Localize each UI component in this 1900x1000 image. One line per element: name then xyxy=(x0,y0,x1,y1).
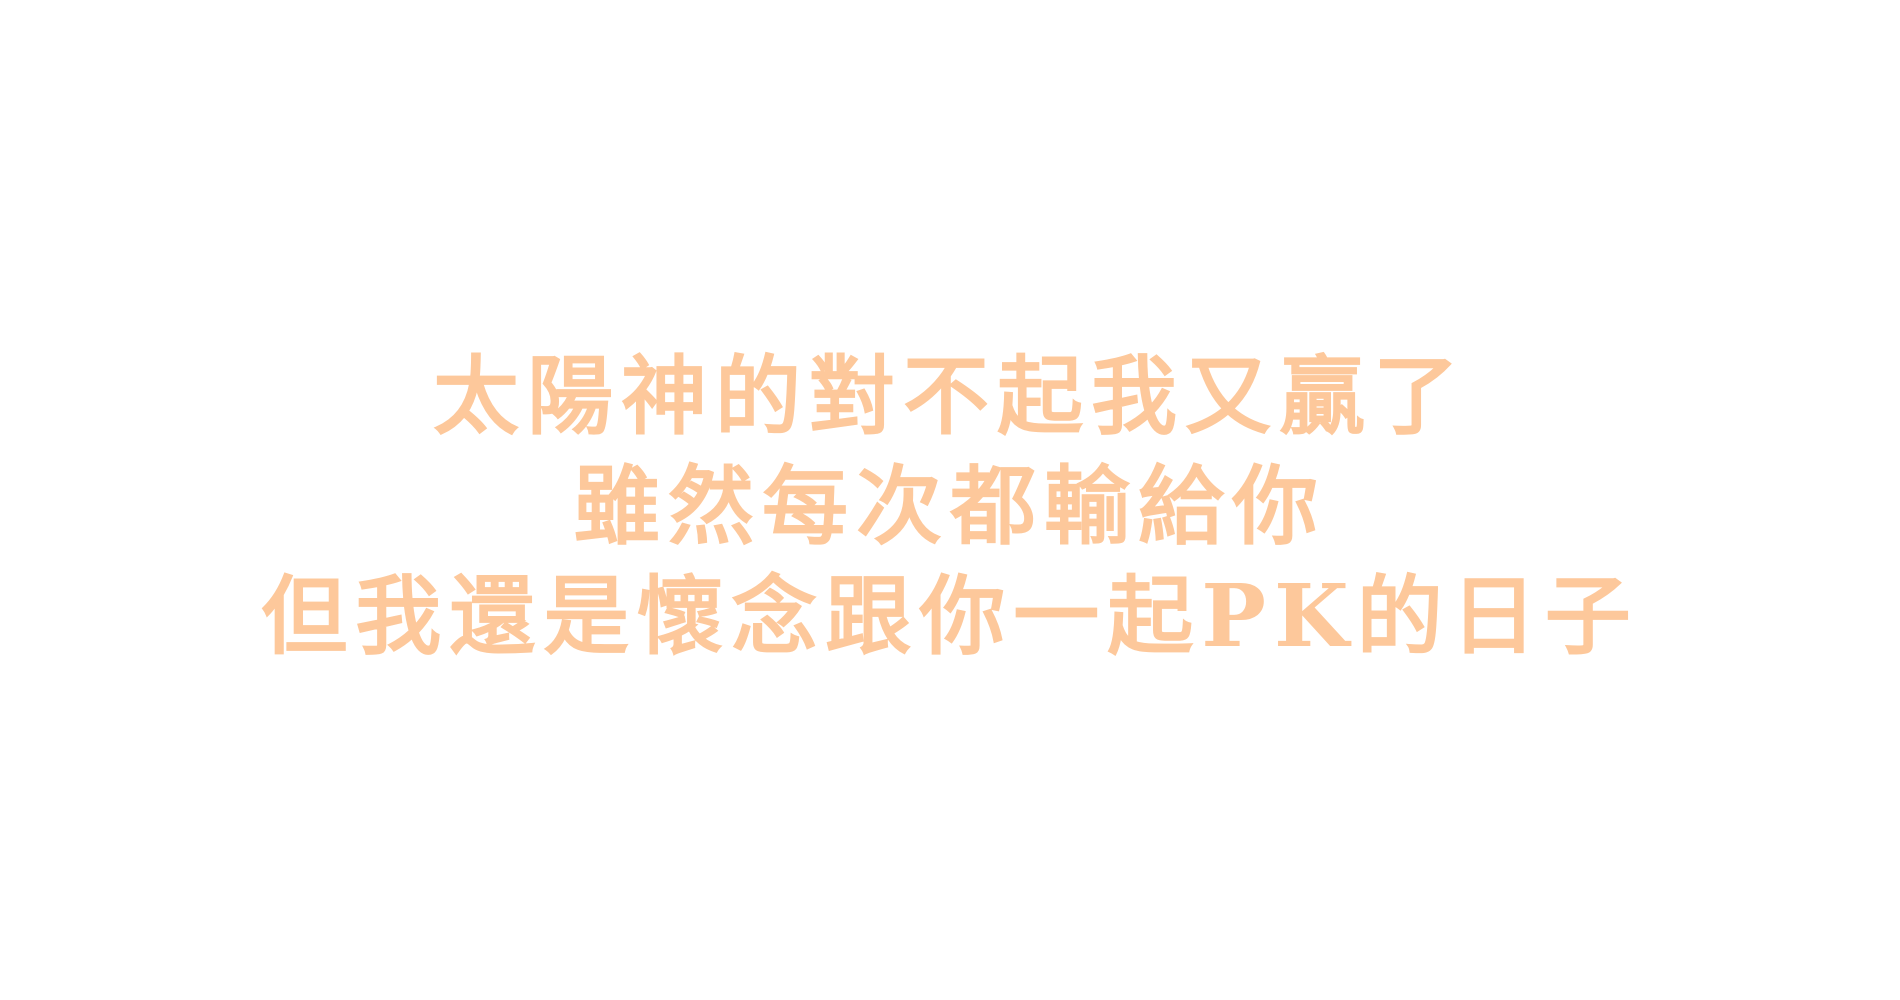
message-line-2: 雖然每次都輸給你 xyxy=(574,456,1326,557)
message-text: 太陽神的對不起我又贏了 雖然每次都輸給你 但我還是懷念跟你一起PK的日子 xyxy=(0,342,1900,672)
message-line-3: 但我還是懷念跟你一起PK的日子 xyxy=(261,566,1639,667)
message-line-1: 太陽神的對不起我又贏了 xyxy=(433,346,1467,447)
